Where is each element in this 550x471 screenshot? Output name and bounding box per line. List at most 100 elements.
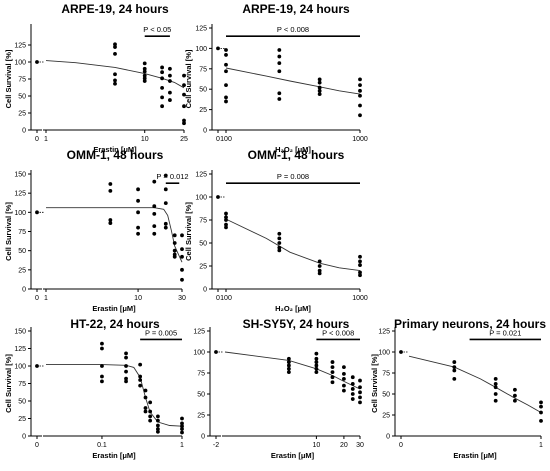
x-tick-label: 30 xyxy=(178,295,186,302)
y-tick-label: 0 xyxy=(203,287,207,294)
data-point xyxy=(317,271,322,276)
data-point xyxy=(152,224,157,229)
y-tick-label: 0 xyxy=(201,434,205,441)
data-point xyxy=(452,368,457,373)
data-point xyxy=(180,247,184,252)
p-value-annotation: P < 0.008 xyxy=(277,25,309,34)
data-point xyxy=(182,92,186,97)
y-tick-label: 100 xyxy=(193,350,205,357)
data-point xyxy=(277,61,282,65)
y-tick-label: 100 xyxy=(14,210,26,217)
data-point xyxy=(148,414,153,419)
data-point xyxy=(180,427,184,431)
fit-curve xyxy=(46,364,183,427)
control-point xyxy=(214,350,218,354)
data-point xyxy=(152,204,157,209)
x-tick-label: 1000 xyxy=(352,136,368,143)
data-point xyxy=(224,211,228,216)
y-tick-label: 25 xyxy=(18,416,26,423)
y-tick-label: 0 xyxy=(22,434,26,441)
p-value-annotation: P < 0.05 xyxy=(143,25,171,34)
data-point xyxy=(152,231,157,236)
x-tick-label: 1 xyxy=(539,442,543,449)
data-point xyxy=(136,187,140,192)
data-point xyxy=(539,410,543,415)
y-tick-label: 125 xyxy=(195,172,207,179)
data-point xyxy=(277,54,282,59)
data-point xyxy=(172,248,177,253)
control-point xyxy=(216,46,220,51)
p-value-annotation: P < 0.008 xyxy=(322,328,354,337)
x-tick-label: 10 xyxy=(134,295,142,302)
x-axis-label: Erastin [μM] xyxy=(453,451,497,460)
data-point xyxy=(286,366,291,371)
chart-title: ARPE-19, 24 hours xyxy=(242,2,350,16)
y-tick-label: 0 xyxy=(386,434,390,441)
data-point xyxy=(163,201,168,206)
data-point xyxy=(108,221,113,225)
y-tick-label: 125 xyxy=(14,43,26,50)
data-point xyxy=(317,88,322,93)
data-point xyxy=(358,103,362,108)
data-point xyxy=(314,356,319,361)
data-point xyxy=(330,375,335,380)
x-tick-label-control: 0 xyxy=(216,295,220,302)
data-point xyxy=(138,362,143,367)
y-tick-label: 75 xyxy=(18,381,26,388)
data-point xyxy=(358,378,362,383)
data-point xyxy=(358,263,362,267)
data-point xyxy=(142,73,147,78)
p-value-annotation: P = 0.021 xyxy=(489,328,521,337)
y-axis-label: Cell Survival [%] xyxy=(4,49,13,108)
x-axis-label: H₂O₂ [μM] xyxy=(275,304,311,313)
control-point xyxy=(216,195,220,199)
data-point xyxy=(314,360,319,364)
data-point xyxy=(108,182,113,186)
y-tick-label: 75 xyxy=(199,66,207,73)
data-point xyxy=(358,270,362,275)
y-tick-label: 75 xyxy=(197,371,205,378)
data-point xyxy=(350,392,355,396)
control-point xyxy=(35,364,39,368)
data-point xyxy=(148,400,153,405)
y-tick-label: 50 xyxy=(199,241,207,248)
y-tick-label: 25 xyxy=(197,413,205,420)
data-point xyxy=(168,73,172,78)
control-point xyxy=(35,210,39,215)
chart-title: HT-22, 24 hours xyxy=(70,317,160,331)
data-point xyxy=(143,395,148,400)
y-axis-label: Cell Survival [%] xyxy=(4,202,13,261)
data-point xyxy=(180,424,184,429)
data-point xyxy=(138,374,143,379)
data-point xyxy=(452,376,457,381)
fit-curve xyxy=(45,60,185,89)
x-tick-label-control: 0 xyxy=(216,136,220,143)
chart-title: OMM-1, 48 hours xyxy=(248,148,345,162)
data-point xyxy=(277,97,282,101)
data-point xyxy=(160,76,164,81)
data-point xyxy=(142,66,147,71)
data-point xyxy=(100,374,104,379)
y-tick-label: 50 xyxy=(18,399,26,406)
y-tick-label: 100 xyxy=(14,364,26,371)
data-point xyxy=(493,385,498,390)
data-point xyxy=(314,366,319,371)
data-point xyxy=(182,121,186,126)
y-tick-label: 25 xyxy=(199,107,207,114)
data-point xyxy=(358,77,362,82)
data-point xyxy=(143,388,148,393)
data-point xyxy=(350,387,355,391)
data-point xyxy=(180,267,184,272)
data-point xyxy=(182,104,186,109)
data-point xyxy=(180,421,184,426)
data-point xyxy=(286,360,291,364)
data-point xyxy=(314,370,319,375)
data-point xyxy=(342,371,346,376)
data-point xyxy=(342,376,346,381)
data-point xyxy=(182,83,186,88)
data-point xyxy=(358,254,362,259)
y-tick-label: 0 xyxy=(22,287,26,294)
control-point xyxy=(399,350,403,354)
x-axis-label: Erastin [μM] xyxy=(271,451,315,460)
data-point xyxy=(539,400,543,405)
